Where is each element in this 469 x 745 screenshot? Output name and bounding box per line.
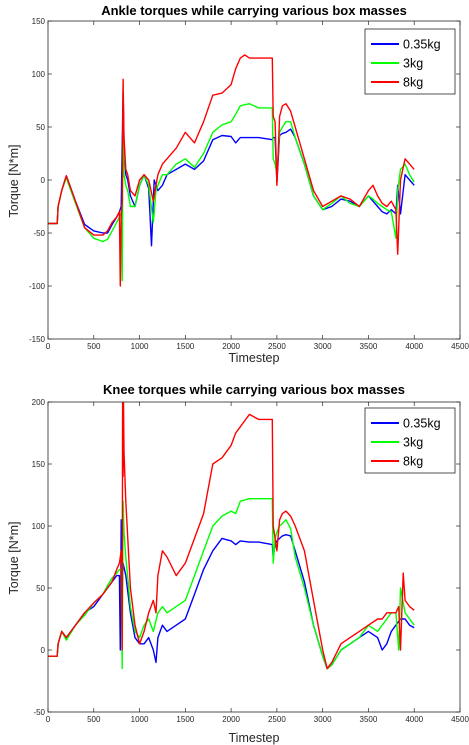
y-tick-label: 100 bbox=[32, 522, 46, 531]
ankle-torque-chart: Ankle torques while carrying various box… bbox=[7, 3, 469, 365]
legend-label-0.35kg: 0.35kg bbox=[403, 417, 441, 431]
x-tick-label: 2000 bbox=[222, 342, 240, 351]
y-tick-label: 200 bbox=[32, 398, 46, 407]
axes-box bbox=[47, 20, 461, 340]
x-tick-label: 4000 bbox=[405, 342, 423, 351]
y-tick-label: 0 bbox=[41, 176, 46, 185]
series-line-3kg bbox=[48, 498, 415, 670]
x-tick-label: 3000 bbox=[314, 342, 332, 351]
series-line-8kg bbox=[48, 402, 415, 670]
x-tick-label: 1000 bbox=[131, 715, 149, 724]
x-tick-label: 1000 bbox=[131, 342, 149, 351]
legend: 0.35kg 3kg 8kg bbox=[364, 28, 456, 95]
x-axis-label: Timestep bbox=[229, 351, 280, 365]
x-tick-label: 500 bbox=[87, 342, 101, 351]
legend-label-3kg: 3kg bbox=[403, 436, 423, 450]
x-tick-label: 3500 bbox=[360, 715, 378, 724]
series-line-8kg bbox=[48, 54, 415, 287]
x-tick-label: 500 bbox=[87, 715, 101, 724]
legend: 0.35kg 3kg 8kg bbox=[364, 407, 456, 474]
chart-title: Ankle torques while carrying various box… bbox=[101, 3, 407, 18]
x-tick-label: 1500 bbox=[176, 715, 194, 724]
y-axis-label: Torque [N*m] bbox=[7, 522, 21, 595]
y-tick-label: 50 bbox=[36, 123, 45, 132]
chart-title: Knee torques while carrying various box … bbox=[103, 382, 405, 397]
x-tick-label: 0 bbox=[46, 715, 51, 724]
legend-label-8kg: 8kg bbox=[403, 455, 423, 469]
x-tick-label: 3500 bbox=[360, 342, 378, 351]
y-tick-label: 100 bbox=[32, 70, 46, 79]
x-tick-label: 4500 bbox=[451, 715, 469, 724]
y-tick-label: -50 bbox=[33, 708, 45, 717]
y-axis-label: Torque [N*m] bbox=[7, 145, 21, 218]
x-tick-label: 2500 bbox=[268, 715, 286, 724]
y-tick-label: -100 bbox=[29, 282, 46, 291]
knee-torque-chart: Knee torques while carrying various box … bbox=[7, 382, 469, 745]
x-tick-label: 2500 bbox=[268, 342, 286, 351]
x-tick-label: 4000 bbox=[405, 715, 423, 724]
x-tick-label: 3000 bbox=[314, 715, 332, 724]
series-line-3kg bbox=[48, 102, 415, 282]
legend-box bbox=[364, 28, 456, 95]
axes-box bbox=[47, 401, 461, 713]
series-line-0.35kg bbox=[48, 90, 415, 247]
plot-area bbox=[48, 402, 415, 670]
x-tick-label: 2000 bbox=[222, 715, 240, 724]
y-tick-label: 150 bbox=[32, 17, 46, 26]
y-tick-label: -50 bbox=[33, 229, 45, 238]
y-tick-label: -150 bbox=[29, 335, 46, 344]
plot-area bbox=[48, 54, 415, 287]
x-tick-label: 1500 bbox=[176, 342, 194, 351]
legend-box bbox=[364, 407, 456, 474]
axes: 0 500 1000 1500 2000 2500 3000 3500 4000 4500-500… bbox=[32, 398, 469, 724]
y-tick-label: 50 bbox=[36, 584, 45, 593]
x-axis-label: Timestep bbox=[229, 731, 280, 745]
y-tick-label: 0 bbox=[41, 646, 46, 655]
legend-label-8kg: 8kg bbox=[403, 76, 423, 90]
legend-label-3kg: 3kg bbox=[403, 57, 423, 71]
x-tick-label: 4500 bbox=[451, 342, 469, 351]
y-tick-label: 150 bbox=[32, 460, 46, 469]
legend-label-0.35kg: 0.35kg bbox=[403, 38, 441, 52]
x-tick-label: 0 bbox=[46, 342, 51, 351]
